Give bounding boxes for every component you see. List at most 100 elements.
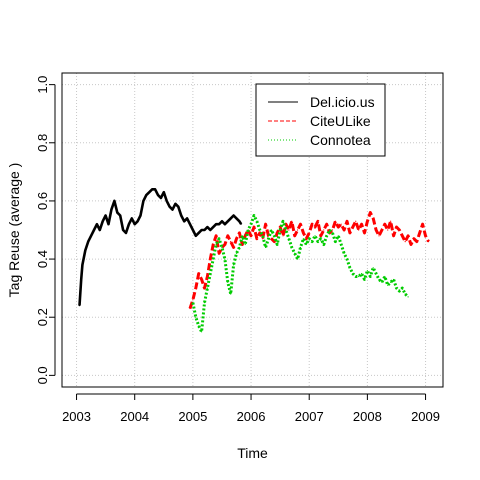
data-point <box>407 235 409 237</box>
data-point <box>378 235 380 237</box>
data-point <box>317 241 319 243</box>
data-point <box>238 220 241 222</box>
data-point <box>331 229 334 231</box>
data-point <box>186 217 188 219</box>
data-point <box>334 220 336 222</box>
data-point <box>96 223 98 225</box>
data-point <box>221 246 223 249</box>
data-point <box>308 238 310 240</box>
data-point <box>183 220 185 222</box>
data-point <box>151 188 153 190</box>
data-point <box>253 226 255 228</box>
legend: Del.icio.us CiteULike Connotea <box>255 83 386 157</box>
data-point <box>240 223 242 225</box>
data-point <box>282 220 284 222</box>
data-point <box>201 278 203 281</box>
data-point <box>279 226 281 228</box>
data-point <box>221 220 223 222</box>
data-point <box>93 229 95 231</box>
data-point <box>81 264 83 266</box>
data-point <box>323 229 325 231</box>
data-point <box>273 235 275 237</box>
data-point <box>288 229 290 231</box>
data-point <box>302 238 304 240</box>
data-point <box>320 238 322 240</box>
data-point <box>238 232 241 234</box>
data-point <box>355 275 357 278</box>
data-point <box>212 258 214 260</box>
data-point <box>235 217 238 219</box>
data-point <box>160 197 162 199</box>
data-point <box>404 293 406 295</box>
data-point <box>145 194 147 196</box>
data-point <box>189 307 191 310</box>
data-point <box>363 232 366 234</box>
data-point <box>177 206 179 208</box>
data-point <box>340 243 342 246</box>
data-point <box>392 278 395 281</box>
data-point <box>209 229 211 231</box>
data-point <box>171 209 174 211</box>
data-point <box>419 232 421 234</box>
data-point <box>384 223 386 225</box>
data-point <box>294 235 296 237</box>
x-tick-label: 2004 <box>120 409 149 424</box>
data-point <box>224 258 226 260</box>
data-point <box>366 220 368 222</box>
data-point <box>192 299 194 301</box>
data-point <box>352 226 354 228</box>
data-point <box>296 258 299 260</box>
data-point <box>413 238 415 240</box>
data-point <box>131 217 133 219</box>
data-point <box>84 249 86 251</box>
data-point <box>206 287 209 289</box>
data-point <box>227 220 229 222</box>
data-point <box>154 188 156 190</box>
data-point <box>215 243 217 246</box>
data-point <box>398 290 400 292</box>
data-point <box>305 238 307 240</box>
data-point <box>250 223 252 225</box>
data-point <box>267 238 270 240</box>
data-point <box>201 229 203 231</box>
data-point <box>232 264 235 266</box>
data-point <box>381 229 383 231</box>
data-point <box>398 229 400 231</box>
x-tick-label: 2007 <box>295 409 324 424</box>
data-point <box>288 238 290 240</box>
x-tick-label: 2009 <box>411 409 440 424</box>
data-point <box>203 229 206 231</box>
data-point <box>198 273 200 275</box>
data-point <box>232 246 235 249</box>
data-point <box>137 220 139 222</box>
y-tick-label: 0.6 <box>35 192 50 210</box>
data-point <box>360 223 363 225</box>
plot-frame <box>61 72 444 388</box>
data-point <box>163 191 165 193</box>
data-point <box>320 235 322 237</box>
data-point <box>99 229 101 231</box>
data-point <box>369 211 371 214</box>
data-point <box>276 243 278 246</box>
data-point <box>105 214 107 217</box>
data-point <box>375 273 377 275</box>
data-point <box>422 223 424 225</box>
data-point <box>113 200 115 202</box>
series-connotea <box>191 214 410 334</box>
data-point <box>375 229 377 231</box>
y-axis-title: Tag Reuse (average ) <box>6 163 22 298</box>
legend-box <box>255 83 386 157</box>
data-point <box>387 284 389 286</box>
data-point <box>279 229 281 231</box>
data-point <box>128 223 130 225</box>
data-point <box>349 267 351 269</box>
data-point <box>102 220 104 222</box>
data-point <box>346 220 348 222</box>
series-del-icio-us <box>78 188 243 307</box>
data-point <box>119 214 121 217</box>
data-point <box>395 226 398 228</box>
data-point <box>241 235 243 237</box>
data-point <box>270 238 273 240</box>
data-point <box>343 252 345 254</box>
data-point <box>276 232 278 234</box>
